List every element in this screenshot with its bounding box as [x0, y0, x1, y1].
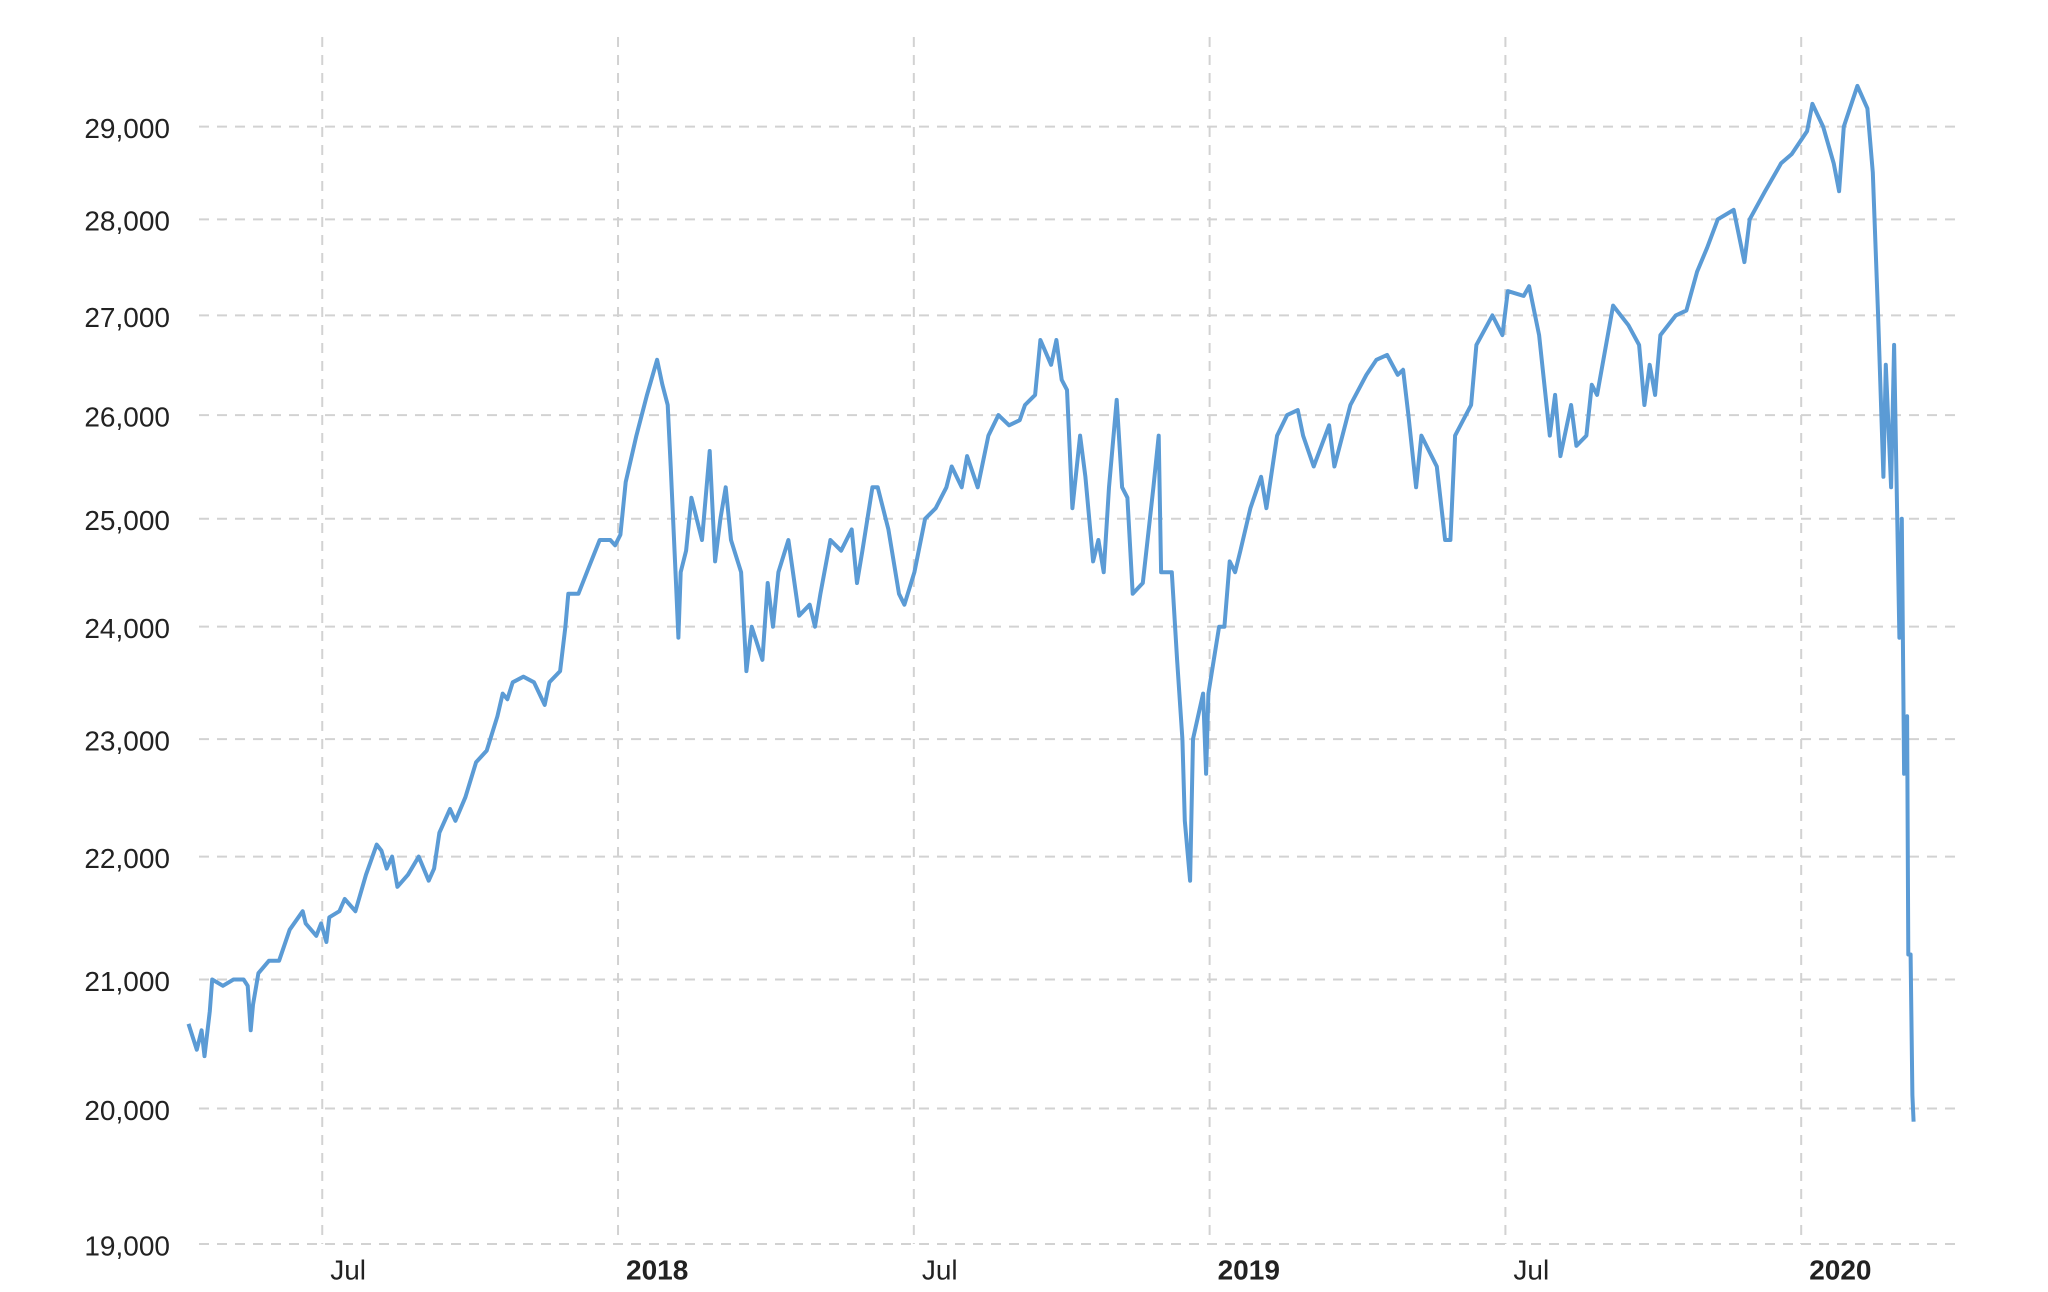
- y-tick-label: 20,000: [84, 1095, 170, 1126]
- y-tick-label: 29,000: [84, 113, 170, 144]
- data-line: [186, 83, 1916, 1122]
- y-tick-label: 19,000: [84, 1230, 170, 1261]
- y-tick-label: 21,000: [84, 966, 170, 997]
- y-tick-label: 23,000: [84, 726, 170, 757]
- y-tick-label: 25,000: [84, 505, 170, 536]
- y-tick-label: 22,000: [84, 843, 170, 874]
- x-tick-label: Jul: [330, 1254, 366, 1285]
- y-tick-label: 27,000: [84, 302, 170, 333]
- x-tick-label: 2018: [626, 1254, 688, 1285]
- x-tick-label: 2020: [1809, 1254, 1871, 1285]
- x-tick-label: Jul: [1513, 1254, 1549, 1285]
- y-tick-label: 28,000: [84, 206, 170, 237]
- x-tick-label: Jul: [922, 1254, 958, 1285]
- y-tick-label: 24,000: [84, 613, 170, 644]
- y-tick-label: 26,000: [84, 402, 170, 433]
- x-tick-label: 2019: [1218, 1254, 1280, 1285]
